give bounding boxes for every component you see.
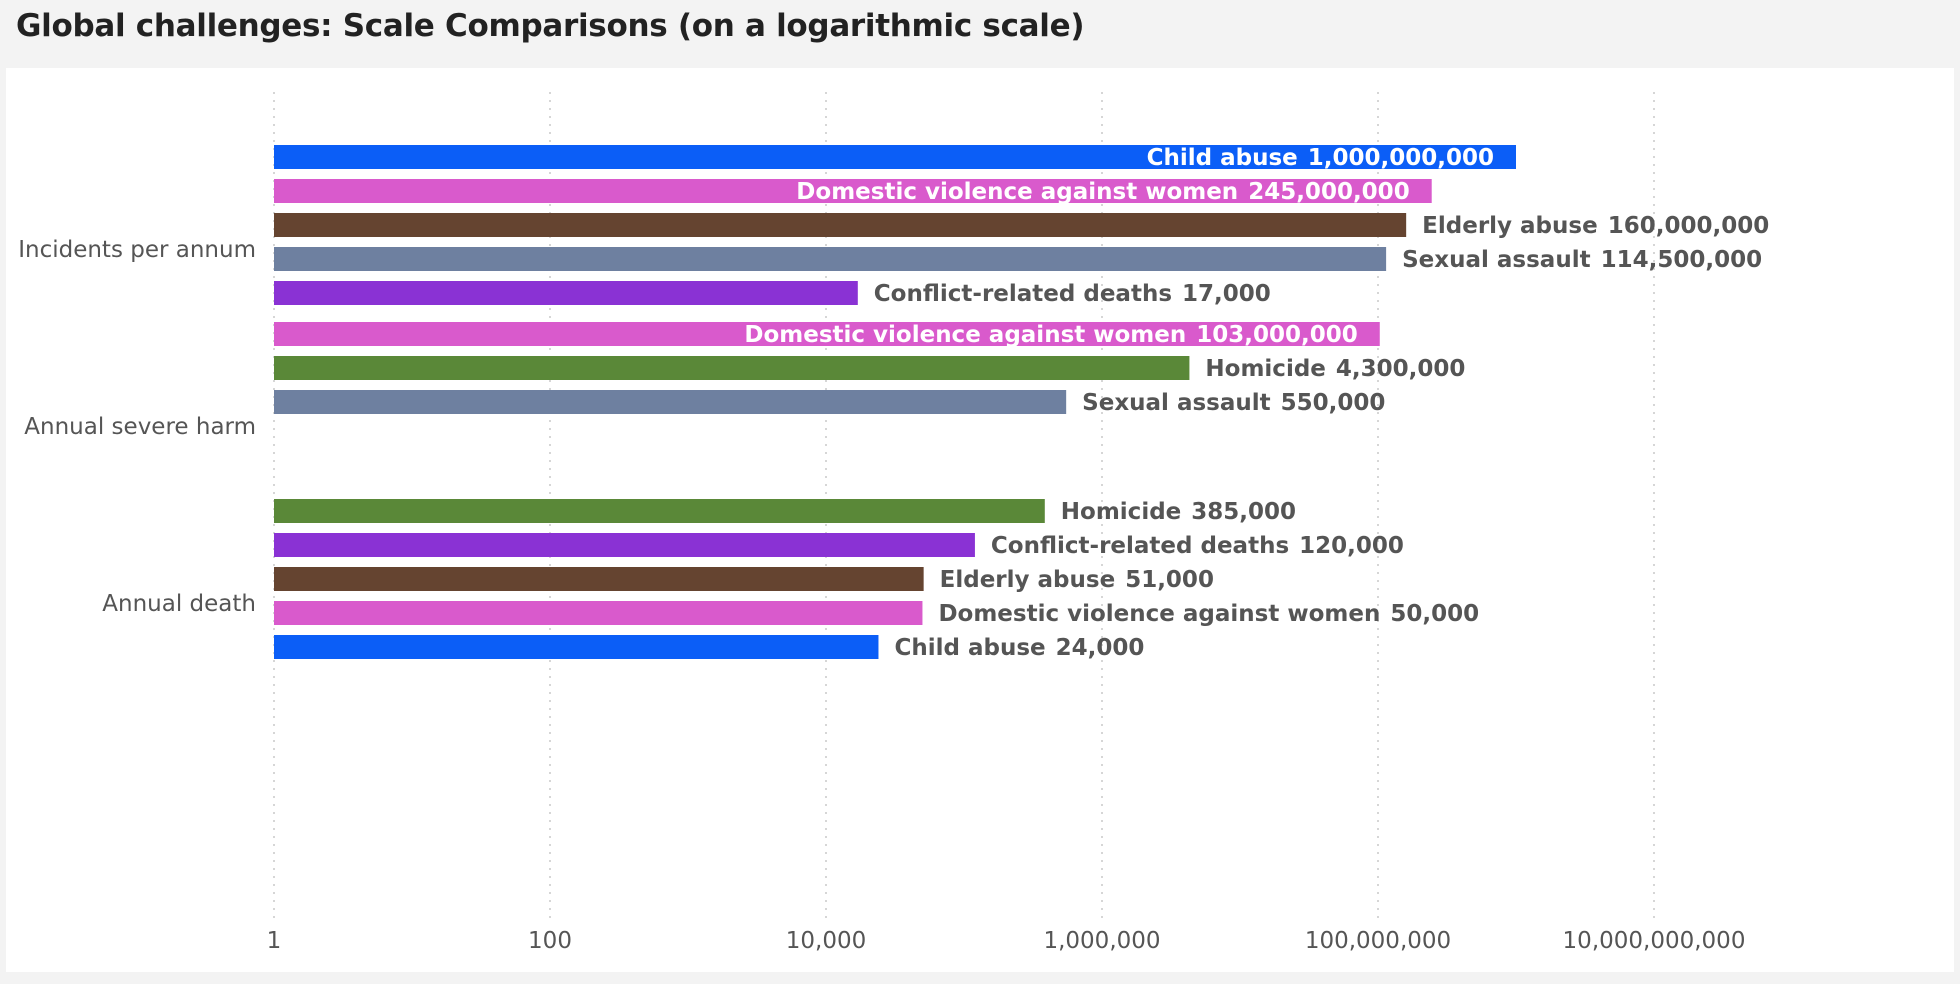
bar-series-name: Domestic violence against women	[938, 601, 1380, 627]
bar	[274, 247, 1387, 271]
bar-value-label: 24,000	[1056, 635, 1145, 661]
bar-value-label: 550,000	[1281, 390, 1386, 416]
bar-value-label: 245,000,000	[1248, 179, 1410, 205]
bar-chart: 1 100 10,000 1,000,000 100,000,000 10,000,000…	[18, 92, 1769, 954]
bar-series-name: Conflict-related deaths	[991, 533, 1289, 559]
bar-label: Homicide 4,300,000	[1205, 356, 1465, 382]
bar-series-name: Domestic violence against women	[744, 322, 1186, 348]
bar	[274, 499, 1045, 523]
bar-label: Elderly abuse 160,000,000	[1422, 213, 1769, 239]
bar-label: Domestic violence against women 50,000	[938, 601, 1479, 627]
bar-value-label: 4,300,000	[1336, 356, 1466, 382]
bar-value-label: 1,000,000,000	[1308, 145, 1494, 171]
bar-value-label: 120,000	[1299, 533, 1404, 559]
bar-value-label: 103,000,000	[1196, 322, 1358, 348]
x-tick-label: 100,000,000	[1305, 928, 1451, 954]
bar-value-label: 17,000	[1182, 281, 1271, 307]
bar-series-name: Homicide	[1205, 356, 1325, 382]
bar-value-label: 50,000	[1390, 601, 1479, 627]
bar-series-name: Conflict-related deaths	[874, 281, 1172, 307]
bar-series-name: Domestic violence against women	[796, 179, 1238, 205]
bar-label: Conflict-related deaths 17,000	[874, 281, 1271, 307]
bar-label: Child abuse 24,000	[894, 635, 1144, 661]
bar	[274, 322, 1380, 346]
bar-series-name: Elderly abuse	[1422, 213, 1598, 239]
x-tick-label: 10,000,000,000	[1563, 928, 1746, 954]
bar-label: Conflict-related deaths 120,000	[991, 533, 1404, 559]
bar	[274, 281, 858, 305]
bar	[274, 145, 1516, 169]
bar-label: Sexual assault 550,000	[1082, 390, 1385, 416]
chart-title: Global challenges: Scale Comparisons (on…	[16, 8, 1085, 44]
bar-series-name: Homicide	[1061, 499, 1181, 525]
x-tick-label: 1,000,000	[1043, 928, 1160, 954]
bar	[274, 567, 924, 591]
bar-label: Homicide 385,000	[1061, 499, 1296, 525]
category-label: Incidents per annum	[18, 237, 256, 263]
bar	[274, 601, 923, 625]
bar-series-name: Child abuse	[894, 635, 1045, 661]
bar-series-name: Sexual assault	[1082, 390, 1270, 416]
x-tick-label: 10,000	[786, 928, 866, 954]
bar-series-name: Sexual assault	[1402, 247, 1590, 273]
bar	[274, 635, 879, 659]
bar-value-label: 114,500,000	[1601, 247, 1763, 273]
bar-series-name: Child abuse	[1147, 145, 1298, 171]
bar-label: Sexual assault 114,500,000	[1402, 247, 1762, 273]
bar-value-label: 160,000,000	[1608, 213, 1770, 239]
bar	[274, 356, 1190, 380]
bar-value-label: 51,000	[1125, 567, 1214, 593]
bar-series-name: Elderly abuse	[940, 567, 1116, 593]
bar	[274, 213, 1407, 237]
bar	[274, 179, 1432, 203]
category-label: Annual death	[102, 591, 256, 617]
bar-label: Domestic violence against women 103,000,0…	[744, 322, 1357, 348]
chart-panel: 1 100 10,000 1,000,000 100,000,000 10,000,000…	[6, 68, 1954, 972]
bar-label: Elderly abuse 51,000	[940, 567, 1214, 593]
x-tick-label: 100	[528, 928, 572, 954]
x-tick-label: 1	[267, 928, 282, 954]
bar	[274, 390, 1067, 414]
bar-value-label: 385,000	[1191, 499, 1296, 525]
bar-label: Domestic violence against women 245,000,0…	[796, 179, 1409, 205]
category-label: Annual severe harm	[24, 414, 256, 440]
bar-label: Child abuse 1,000,000,000	[1147, 145, 1494, 171]
bar	[274, 533, 975, 557]
